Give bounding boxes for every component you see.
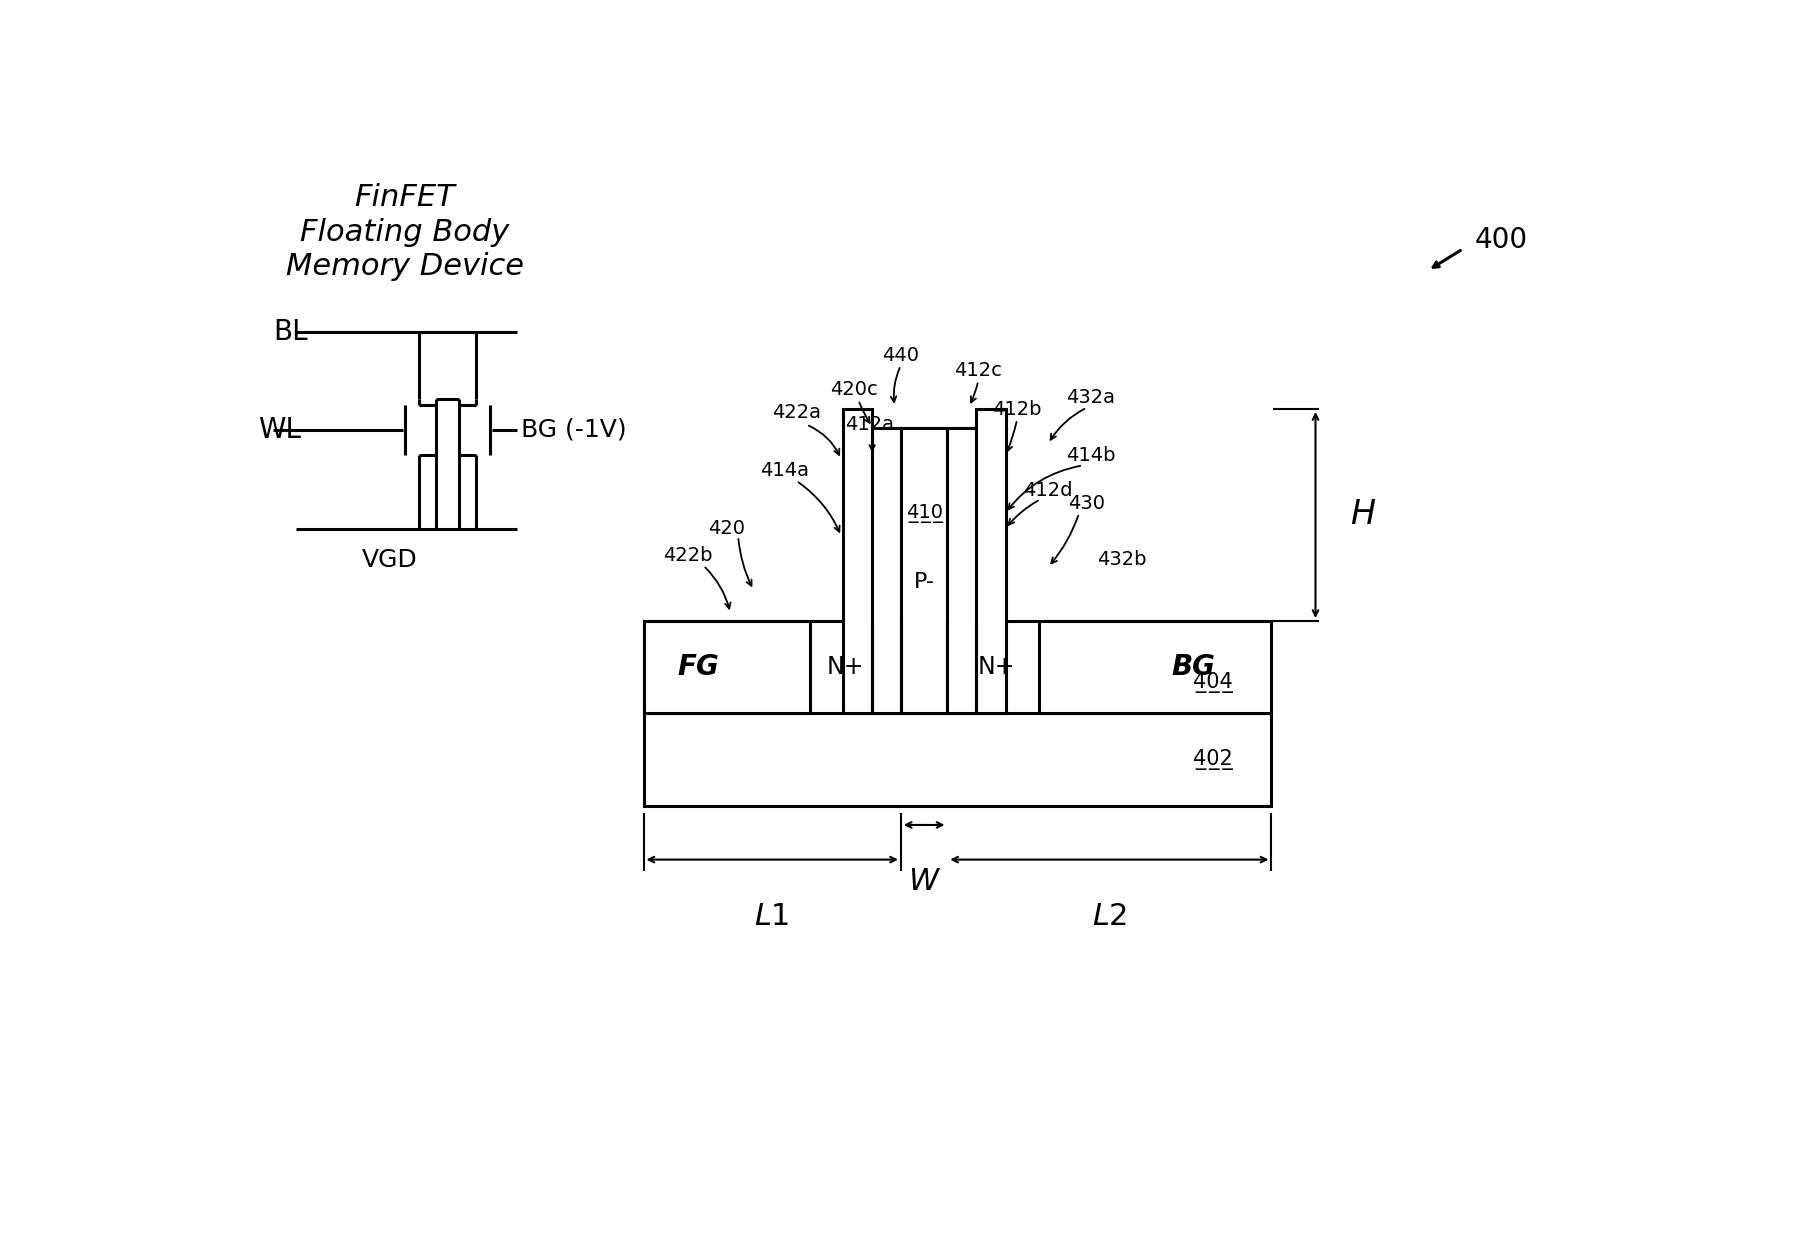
Bar (1039, 621, 1271, 713)
Text: $W$: $W$ (908, 867, 941, 896)
Bar (644, 621, 810, 713)
Text: 422a: 422a (772, 403, 821, 422)
Text: 4̲0̲2̲: 4̲0̲2̲ (1193, 748, 1233, 770)
Text: BL: BL (274, 319, 308, 347)
Text: 400: 400 (1474, 226, 1528, 253)
Text: $L1$: $L1$ (754, 902, 790, 931)
Text: 432a: 432a (1066, 388, 1115, 407)
Text: FinFET: FinFET (355, 183, 455, 212)
Text: 420: 420 (709, 519, 745, 538)
Text: 4̲0̲4̲: 4̲0̲4̲ (1193, 672, 1233, 693)
Text: VGD: VGD (361, 548, 417, 572)
Text: P-: P- (914, 572, 936, 592)
Bar (843, 410, 872, 713)
Text: WL: WL (257, 416, 301, 444)
Text: 412c: 412c (954, 362, 1003, 381)
Bar (872, 428, 901, 713)
Text: 432b: 432b (1097, 549, 1146, 568)
Text: 420c: 420c (830, 381, 877, 399)
Text: $L2$: $L2$ (1091, 902, 1128, 931)
Text: 412b: 412b (992, 399, 1042, 418)
Text: 412d: 412d (1023, 480, 1073, 499)
Bar (901, 428, 948, 713)
Text: Memory Device: Memory Device (286, 252, 524, 281)
Text: N+: N+ (977, 655, 1015, 679)
Text: BG (-1V): BG (-1V) (520, 418, 627, 442)
Text: 414b: 414b (1066, 446, 1115, 465)
Text: 430: 430 (1068, 494, 1106, 513)
Text: N+: N+ (827, 655, 863, 679)
Text: 4̲1̲0̲: 4̲1̲0̲ (906, 504, 943, 523)
Text: 412a: 412a (845, 415, 894, 433)
Text: BG: BG (1171, 653, 1217, 682)
Bar (644, 713, 1271, 805)
Bar (948, 428, 975, 713)
Text: 422b: 422b (664, 546, 713, 564)
Text: 440: 440 (883, 345, 919, 364)
Text: 414a: 414a (760, 461, 809, 480)
Text: $H$: $H$ (1351, 498, 1376, 532)
Bar (644, 621, 1271, 713)
Text: Floating Body: Floating Body (301, 218, 509, 247)
Bar (975, 410, 1006, 713)
Text: FG: FG (676, 653, 718, 682)
